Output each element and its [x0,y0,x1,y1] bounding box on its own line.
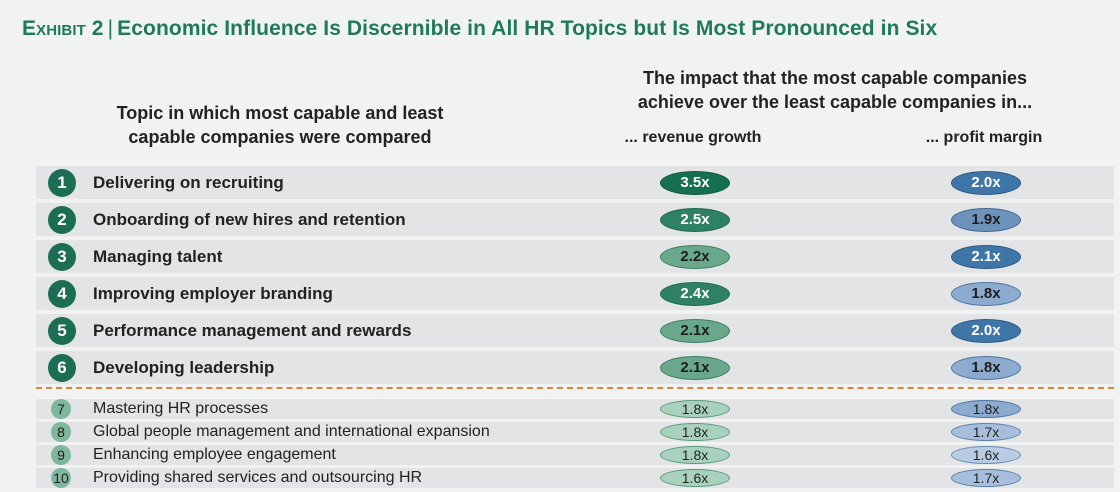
profit-multiplier-pill: 1.7x [951,469,1021,487]
impact-header: The impact that the most capable compani… [585,66,1085,114]
title-separator: | [107,17,114,40]
profit-multiplier-pill: 1.7x [951,423,1021,441]
revenue-multiplier-pill: 2.1x [660,318,730,343]
exhibit-title-text: Economic Influence Is Discernible in All… [117,17,938,40]
profit-multiplier-pill: 1.8x [951,355,1021,380]
topic-label: Providing shared services and outsourcin… [93,469,423,486]
table-row: 2 Onboarding of new hires and retention 2.… [36,203,1114,236]
topic-number-badge: 8 [51,422,71,442]
table-row: 5 Performance management and rewards 2.1x 2… [36,314,1114,347]
exhibit-label: Exhibit 2 [22,17,104,40]
section-divider [36,387,1114,389]
topic-label: Mastering HR processes [93,400,269,417]
profit-multiplier-pill: 1.6x [951,446,1021,464]
topic-number-badge: 3 [48,242,76,271]
revenue-multiplier-pill: 2.5x [660,207,730,232]
impact-header-line2: achieve over the least capable companies… [637,92,1033,112]
topic-label: Onboarding of new hires and retention [93,210,406,229]
topic-number-badge: 4 [48,279,76,308]
profit-multiplier-pill: 2.1x [951,244,1021,269]
topic-header-line1: Topic in which most capable and least [116,103,444,123]
topic-label: Performance management and rewards [93,321,412,340]
topic-number-badge: 5 [48,316,76,345]
revenue-multiplier-pill: 2.4x [660,281,730,306]
exhibit-title: Exhibit 2 | Economic Influence Is Discerni… [22,17,937,41]
profit-multiplier-pill: 1.9x [951,207,1021,232]
revenue-multiplier-pill: 2.1x [660,355,730,380]
topic-label: Managing talent [93,247,223,266]
revenue-growth-header: ... revenue growth [624,129,762,146]
revenue-multiplier-pill: 1.8x [660,423,730,441]
revenue-multiplier-pill: 1.8x [660,446,730,464]
table-row: 6 Developing leadership 2.1x 1.8x [36,351,1114,384]
table-row: 4 Improving employer branding 2.4x 1.8x [36,277,1114,310]
table-row: 10 Providing shared services and outsourc… [36,468,1114,488]
revenue-multiplier-pill: 3.5x [660,170,730,195]
topic-number-badge: 10 [51,468,71,488]
impact-header-line1: The impact that the most capable compani… [642,68,1028,88]
revenue-multiplier-pill: 1.8x [660,400,730,418]
profit-margin-header: ... profit margin [925,129,1043,146]
table-row: 3 Managing talent 2.2x 2.1x [36,240,1114,273]
topic-number-badge: 1 [48,168,76,197]
topic-label: Improving employer branding [93,284,333,303]
topic-number-badge: 7 [51,399,71,419]
topic-number-badge: 2 [48,205,76,234]
topic-label: Delivering on recruiting [93,173,284,192]
profit-multiplier-pill: 2.0x [951,170,1021,195]
table-row: 9 Enhancing employee engagement 1.8x 1.6x [36,445,1114,465]
revenue-multiplier-pill: 2.2x [660,244,730,269]
topic-label: Global people management and internation… [93,423,490,440]
table-row: 7 Mastering HR processes 1.8x 1.8x [36,399,1114,419]
table-row: 1 Delivering on recruiting 3.5x 2.0x [36,166,1114,199]
topic-number-badge: 6 [48,353,76,382]
topic-header-line2: capable companies were compared [128,127,432,147]
profit-multiplier-pill: 1.8x [951,281,1021,306]
topic-label: Enhancing employee engagement [93,446,336,463]
revenue-multiplier-pill: 1.6x [660,469,730,487]
topic-column-header: Topic in which most capable and least ca… [60,101,500,149]
topic-label: Developing leadership [93,358,275,377]
table-row: 8 Global people management and internatio… [36,422,1114,442]
profit-multiplier-pill: 2.0x [951,318,1021,343]
topic-number-badge: 9 [51,445,71,465]
profit-multiplier-pill: 1.8x [951,400,1021,418]
